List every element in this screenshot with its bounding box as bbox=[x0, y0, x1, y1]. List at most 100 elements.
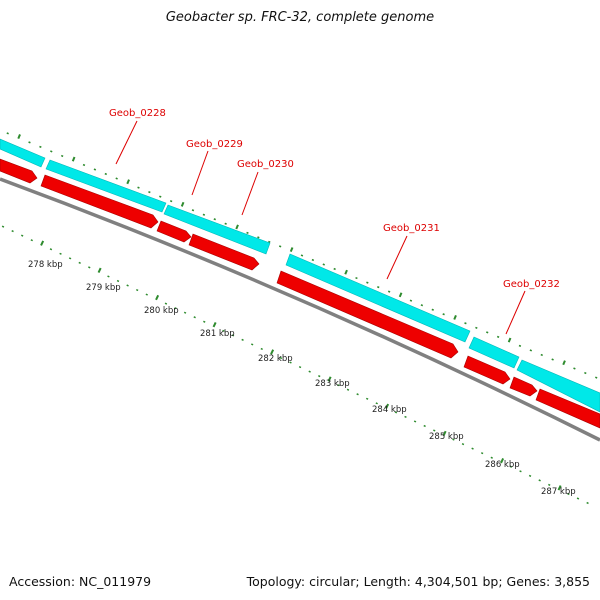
outer-tick bbox=[224, 222, 227, 225]
inner-tick bbox=[452, 438, 455, 441]
callout-line-0229 bbox=[191, 150, 209, 196]
cds-track bbox=[0, 138, 600, 413]
inner-tick bbox=[461, 443, 465, 446]
kbp-label: 285 kbp bbox=[429, 432, 464, 442]
cds-block-6[interactable] bbox=[516, 359, 600, 413]
kbp-label: 286 kbp bbox=[485, 460, 520, 470]
inner-tick bbox=[327, 376, 332, 382]
accession-text: Accession: NC_011979 bbox=[9, 574, 152, 589]
topology-summary: Topology: circular; Length: 4,304,501 bp… bbox=[246, 574, 590, 589]
gene-arrow-1[interactable] bbox=[0, 158, 38, 184]
inner-tick bbox=[20, 234, 24, 237]
gene-arrow-7[interactable] bbox=[509, 376, 538, 397]
inner-tick bbox=[442, 430, 447, 437]
inner-tick bbox=[480, 452, 484, 455]
callout-line-0232 bbox=[505, 290, 526, 335]
inner-tick bbox=[212, 322, 217, 328]
outer-tick bbox=[442, 313, 445, 316]
cds-block-2[interactable] bbox=[45, 159, 167, 213]
gene-arrow-2[interactable] bbox=[40, 174, 159, 229]
outer-tick bbox=[377, 285, 380, 289]
inner-tick bbox=[538, 479, 541, 482]
genome-backbone bbox=[0, 177, 600, 442]
cds-block-3[interactable] bbox=[163, 204, 271, 255]
outer-tick bbox=[126, 179, 130, 185]
outer-tick bbox=[322, 263, 325, 266]
inner-tick bbox=[107, 275, 110, 278]
inner-tick bbox=[155, 294, 160, 301]
inner-tick bbox=[586, 501, 589, 505]
outer-tick bbox=[594, 376, 598, 379]
inner-tick bbox=[337, 384, 340, 387]
outer-tick bbox=[529, 349, 533, 352]
outer-tick bbox=[518, 344, 522, 348]
outer-tick bbox=[180, 201, 185, 207]
inner-tick bbox=[49, 248, 53, 251]
inner-tick bbox=[500, 457, 505, 464]
inner-tick bbox=[135, 288, 139, 292]
kbp-label: 283 kbp bbox=[315, 379, 350, 389]
inner-tick bbox=[394, 411, 398, 414]
kbp-label: 278 kbp bbox=[28, 260, 63, 270]
outer-tick bbox=[300, 254, 304, 257]
gene-label-0231[interactable]: Geob_0231 bbox=[383, 223, 440, 234]
outer-tick bbox=[50, 150, 53, 153]
inner-tick bbox=[193, 316, 196, 319]
inner-tick bbox=[356, 393, 359, 396]
outer-tick bbox=[202, 213, 206, 216]
inner-tick bbox=[423, 424, 426, 428]
kbp-label: 279 kbp bbox=[86, 283, 121, 293]
outer-tick bbox=[60, 154, 64, 158]
inner-tick bbox=[11, 230, 14, 233]
inner-tick bbox=[30, 239, 34, 242]
outer-tick bbox=[398, 292, 403, 298]
inner-tick bbox=[528, 474, 532, 477]
outer-tick bbox=[540, 353, 543, 357]
outer-tick bbox=[17, 134, 21, 139]
kbp-label: 281 kbp bbox=[200, 329, 235, 339]
inner-tick bbox=[97, 267, 102, 274]
outer-tick bbox=[148, 191, 151, 194]
outer-tick bbox=[584, 371, 587, 375]
gene-arrow-6[interactable] bbox=[463, 355, 511, 385]
cds-block-5[interactable] bbox=[468, 336, 520, 369]
gene-label-0229[interactable]: Geob_0229 bbox=[186, 139, 243, 150]
callout-line-0231 bbox=[386, 235, 408, 280]
inner-tick bbox=[413, 420, 417, 423]
outer-tick bbox=[169, 200, 173, 203]
cds-block-4[interactable] bbox=[285, 253, 471, 343]
outer-tick bbox=[39, 145, 42, 149]
gene-label-0232[interactable]: Geob_0232 bbox=[503, 279, 560, 290]
outer-tick bbox=[562, 360, 566, 366]
inner-tick bbox=[404, 415, 407, 419]
inner-tick bbox=[548, 483, 551, 487]
outer-tick bbox=[235, 224, 239, 230]
gene-arrow-5[interactable] bbox=[276, 270, 459, 359]
outer-tick bbox=[366, 281, 369, 284]
gene-arrow-3[interactable] bbox=[156, 220, 192, 243]
gene-arrow-8[interactable] bbox=[535, 388, 600, 429]
inner-tick bbox=[78, 261, 81, 264]
outer-tick bbox=[344, 269, 348, 275]
outer-tick bbox=[551, 358, 554, 361]
outer-tick bbox=[257, 236, 260, 239]
gene-track bbox=[0, 158, 600, 429]
gene-label-0228[interactable]: Geob_0228 bbox=[109, 108, 166, 119]
inner-tick bbox=[490, 456, 493, 459]
kbp-label: 280 kbp bbox=[144, 306, 179, 316]
inner-tick bbox=[433, 429, 436, 432]
inner-tick bbox=[59, 252, 62, 255]
outer-tick bbox=[420, 304, 424, 307]
gene-label-0230[interactable]: Geob_0230 bbox=[237, 159, 294, 170]
inner-tick bbox=[509, 465, 513, 468]
cds-block-1[interactable] bbox=[0, 138, 46, 168]
inner-tick bbox=[318, 375, 321, 378]
inner-tick bbox=[279, 356, 283, 360]
map-title: Geobacter sp. FRC-32, complete genome bbox=[165, 10, 435, 25]
inner-tick bbox=[576, 497, 580, 500]
inner-tick bbox=[289, 361, 292, 364]
inner-tick bbox=[375, 402, 378, 405]
gene-arrow-4[interactable] bbox=[188, 233, 260, 271]
outer-tick bbox=[431, 308, 434, 311]
